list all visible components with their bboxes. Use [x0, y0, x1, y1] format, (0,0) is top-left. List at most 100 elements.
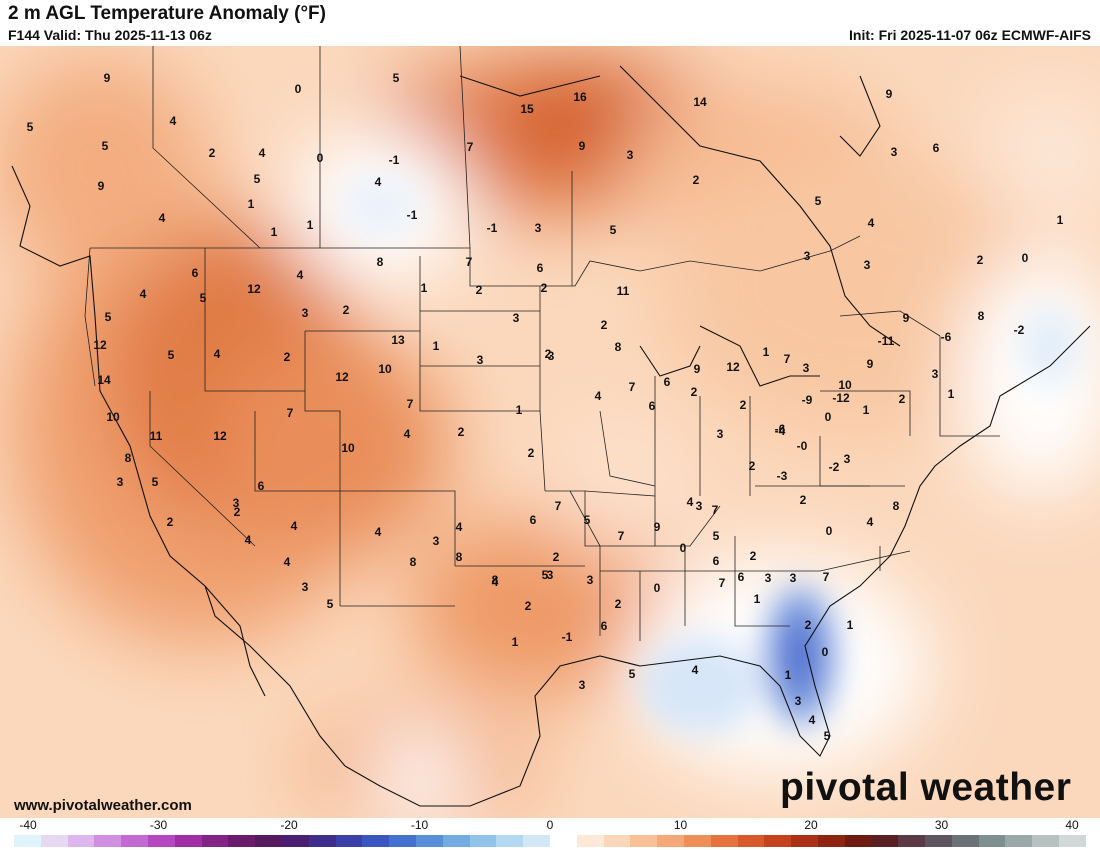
anomaly-value-label: 6: [537, 261, 544, 275]
anomaly-value-label: 3: [433, 534, 440, 548]
anomaly-value-label: -6: [775, 422, 786, 436]
anomaly-value-label: 4: [214, 347, 221, 361]
anomaly-value-label: 4: [245, 533, 252, 547]
colorbar-cell: [871, 835, 899, 847]
anomaly-value-label: 8: [615, 340, 622, 354]
colorbar-cell: [817, 835, 845, 847]
anomaly-value-label: 0: [825, 410, 832, 424]
anomaly-value-label: 1: [763, 345, 770, 359]
anomaly-value-label: 3: [864, 258, 871, 272]
anomaly-value-label: 10: [106, 410, 120, 424]
anomaly-value-label: 0: [826, 524, 833, 538]
anomaly-value-label: 3: [790, 571, 797, 585]
anomaly-value-label: 12: [93, 338, 107, 352]
anomaly-value-label: 9: [654, 520, 661, 534]
anomaly-value-label: 6: [738, 570, 745, 584]
colorbar-cell: [281, 835, 309, 847]
anomaly-value-label: 2: [805, 618, 812, 632]
anomaly-value-label: 4: [867, 515, 874, 529]
anomaly-value-label: 3: [803, 361, 810, 375]
anomaly-value-label: 1: [785, 668, 792, 682]
colorbar-cell: [630, 835, 658, 847]
anomaly-value-label: 2: [800, 493, 807, 507]
anomaly-value-label: 6: [530, 513, 537, 527]
anomaly-value-label: 1: [307, 218, 314, 232]
anomaly-value-label: 5: [168, 348, 175, 362]
colorbar-cell: [308, 835, 336, 847]
colorbar-tick-label: 30: [934, 818, 949, 832]
anomaly-value-label: 4: [159, 211, 166, 225]
colorbar-cell: [576, 835, 604, 847]
anomaly-value-label: 7: [618, 529, 625, 543]
anomaly-value-label: 3: [717, 427, 724, 441]
anomaly-value-label: 12: [726, 360, 740, 374]
anomaly-value-label: 10: [341, 441, 355, 455]
anomaly-value-label: 2: [977, 253, 984, 267]
anomaly-value-label: 2: [234, 505, 241, 519]
anomaly-value-label: 2: [458, 425, 465, 439]
anomaly-value-label: -2: [1014, 323, 1025, 337]
anomaly-value-label: 5: [27, 120, 34, 134]
anomaly-value-label: 1: [512, 635, 519, 649]
anomaly-value-label: 4: [284, 555, 291, 569]
anomaly-value-label: 5: [713, 529, 720, 543]
anomaly-value-label: 3: [233, 496, 240, 510]
anomaly-value-label: 5: [200, 291, 207, 305]
anomaly-value-label: 4: [140, 287, 147, 301]
anomaly-value-label: 12: [335, 370, 349, 384]
colorbar-cell: [228, 835, 256, 847]
colorbar-cell: [791, 835, 818, 847]
footer-url[interactable]: www.pivotalweather.com: [14, 797, 192, 814]
colorbar-cell: [442, 835, 470, 847]
anomaly-value-label: 4: [456, 520, 463, 534]
anomaly-value-label: 7: [629, 380, 636, 394]
anomaly-value-label: 2: [167, 515, 174, 529]
anomaly-value-label: 11: [150, 429, 163, 443]
colorbar-cell: [14, 835, 41, 847]
colorbar-tick-label: 0: [546, 818, 554, 832]
anomaly-value-label: -0: [797, 439, 808, 453]
anomaly-value-label: 4: [297, 268, 304, 282]
anomaly-value-label: 5: [152, 475, 159, 489]
anomaly-value-label: 3: [795, 694, 802, 708]
map-title: 2 m AGL Temperature Anomaly (°F): [8, 3, 326, 24]
colorbar-cell: [603, 835, 631, 847]
anomaly-value-label: 2: [553, 550, 560, 564]
colorbar-cell: [1059, 835, 1086, 847]
anomaly-value-label: -3: [777, 469, 788, 483]
anomaly-value-label: -6: [941, 330, 952, 344]
anomaly-value-label: 10: [378, 362, 392, 376]
colorbar-cell: [898, 835, 926, 847]
anomaly-value-label: -1: [562, 630, 573, 644]
anomaly-value-label: 7: [823, 570, 830, 584]
anomaly-value-label: 12: [247, 282, 261, 296]
anomaly-value-label: 3: [477, 353, 484, 367]
anomaly-value-label: 5: [102, 139, 109, 153]
colorbar-cell: [925, 835, 952, 847]
anomaly-value-label: 8: [377, 255, 384, 269]
anomaly-value-label: 4: [809, 713, 816, 727]
colorbar-cell: [255, 835, 282, 847]
colorbar-cell: [549, 835, 577, 847]
anomaly-value-label: 4: [375, 525, 382, 539]
anomaly-value-label: 2: [541, 281, 548, 295]
anomaly-value-label: 4: [170, 114, 177, 128]
colorbar-cell: [201, 835, 229, 847]
anomaly-value-label: -11: [878, 334, 895, 348]
colorbar-cell: [523, 835, 550, 847]
init-time: Init: Fri 2025-11-07 06z ECMWF-AIFS: [849, 27, 1091, 43]
colorbar-tick-label: -30: [149, 818, 168, 832]
anomaly-value-label: 11: [617, 284, 630, 298]
anomaly-value-label: 7: [784, 352, 791, 366]
anomaly-value-label: 9: [867, 357, 874, 371]
colorbar-tick-label: 20: [804, 818, 818, 832]
anomaly-value-label: 8: [978, 309, 985, 323]
anomaly-value-label: 3: [932, 367, 939, 381]
anomaly-value-label: 3: [844, 452, 851, 466]
anomaly-value-label: 9: [903, 311, 910, 325]
colorbar-cell: [710, 835, 738, 847]
anomaly-value-label: 16: [573, 90, 587, 104]
anomaly-value-label: 14: [97, 373, 111, 387]
colorbar-cell: [1032, 835, 1060, 847]
